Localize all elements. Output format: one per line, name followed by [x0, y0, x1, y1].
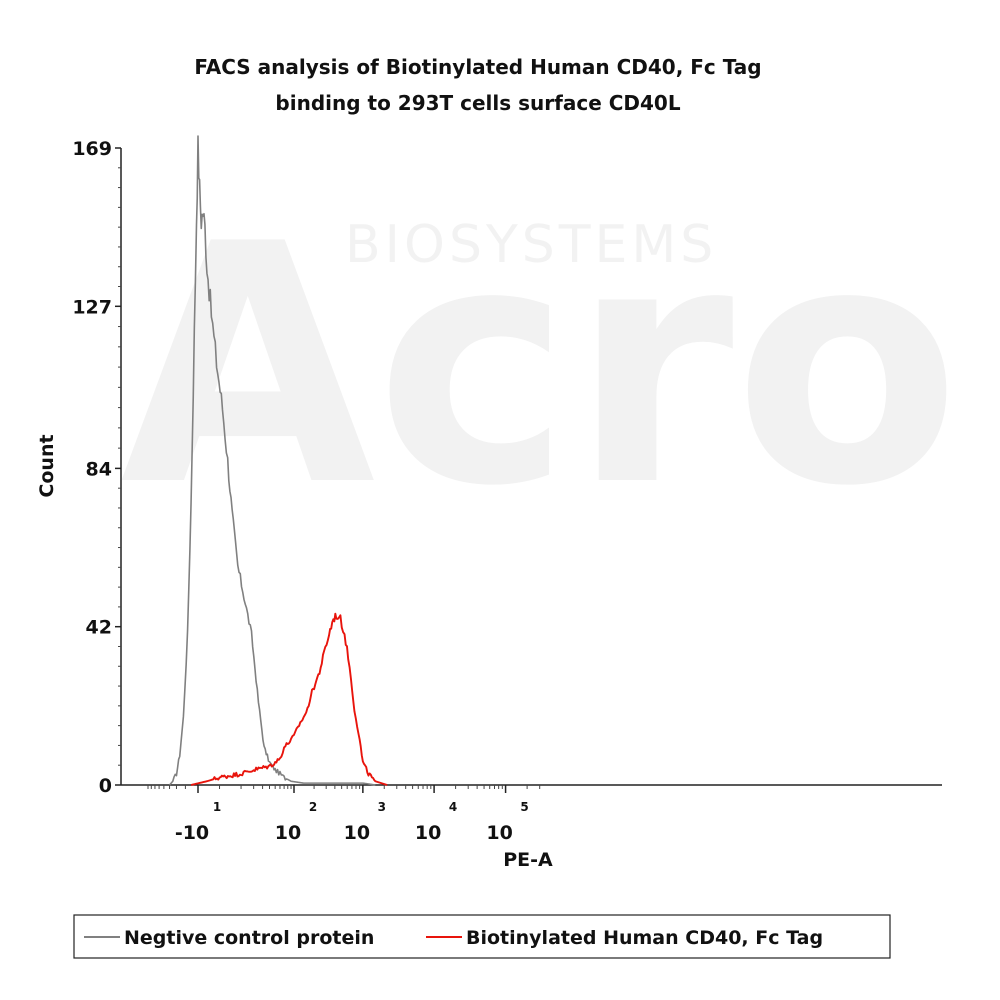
x-tick-exponent: 2 — [309, 800, 317, 814]
x-tick-exponent: 4 — [449, 800, 457, 814]
chart-title-line2: binding to 293T cells surface CD40L — [275, 91, 680, 115]
x-ticks: -10 1 10 2 10 3 10 4 10 5 — [147, 785, 541, 844]
x-tick-label: -10 — [175, 822, 209, 844]
x-tick-exponent: 1 — [213, 800, 221, 814]
x-tick-exponent: 3 — [378, 800, 386, 814]
x-tick-label: 10 — [415, 822, 441, 844]
series-line-negative-control — [168, 135, 376, 786]
y-tick-label: 169 — [72, 138, 112, 160]
x-tick-exponent: 5 — [520, 800, 528, 814]
y-tick-label: 42 — [86, 617, 112, 639]
x-tick-label: 10 — [486, 822, 512, 844]
legend: Negtive control protein Biotinylated Hum… — [73, 914, 891, 959]
watermark-sub: BIOSYSTEMS — [345, 215, 717, 275]
y-tick-label: 127 — [72, 296, 112, 318]
y-tick-label: 84 — [86, 458, 112, 480]
x-tick-label: 10 — [275, 822, 301, 844]
watermark: Acro BIOSYSTEMS — [120, 174, 960, 558]
watermark-brand: Acro — [120, 174, 960, 558]
y-axis-label: Count — [36, 434, 58, 497]
y-tick-label: 0 — [99, 775, 112, 797]
y-ticks: 0 42 84 127 169 — [72, 138, 121, 797]
x-tick-label: 10 — [344, 822, 370, 844]
legend-label-negative: Negtive control protein — [124, 927, 374, 949]
x-axis-label: PE-A — [503, 849, 553, 871]
legend-label-cd40: Biotinylated Human CD40, Fc Tag — [466, 927, 823, 949]
series-layer — [168, 135, 388, 786]
series-line-cd40-fc — [190, 612, 388, 786]
legend-box — [73, 914, 891, 959]
chart-title-line1: FACS analysis of Biotinylated Human CD40… — [194, 55, 761, 79]
